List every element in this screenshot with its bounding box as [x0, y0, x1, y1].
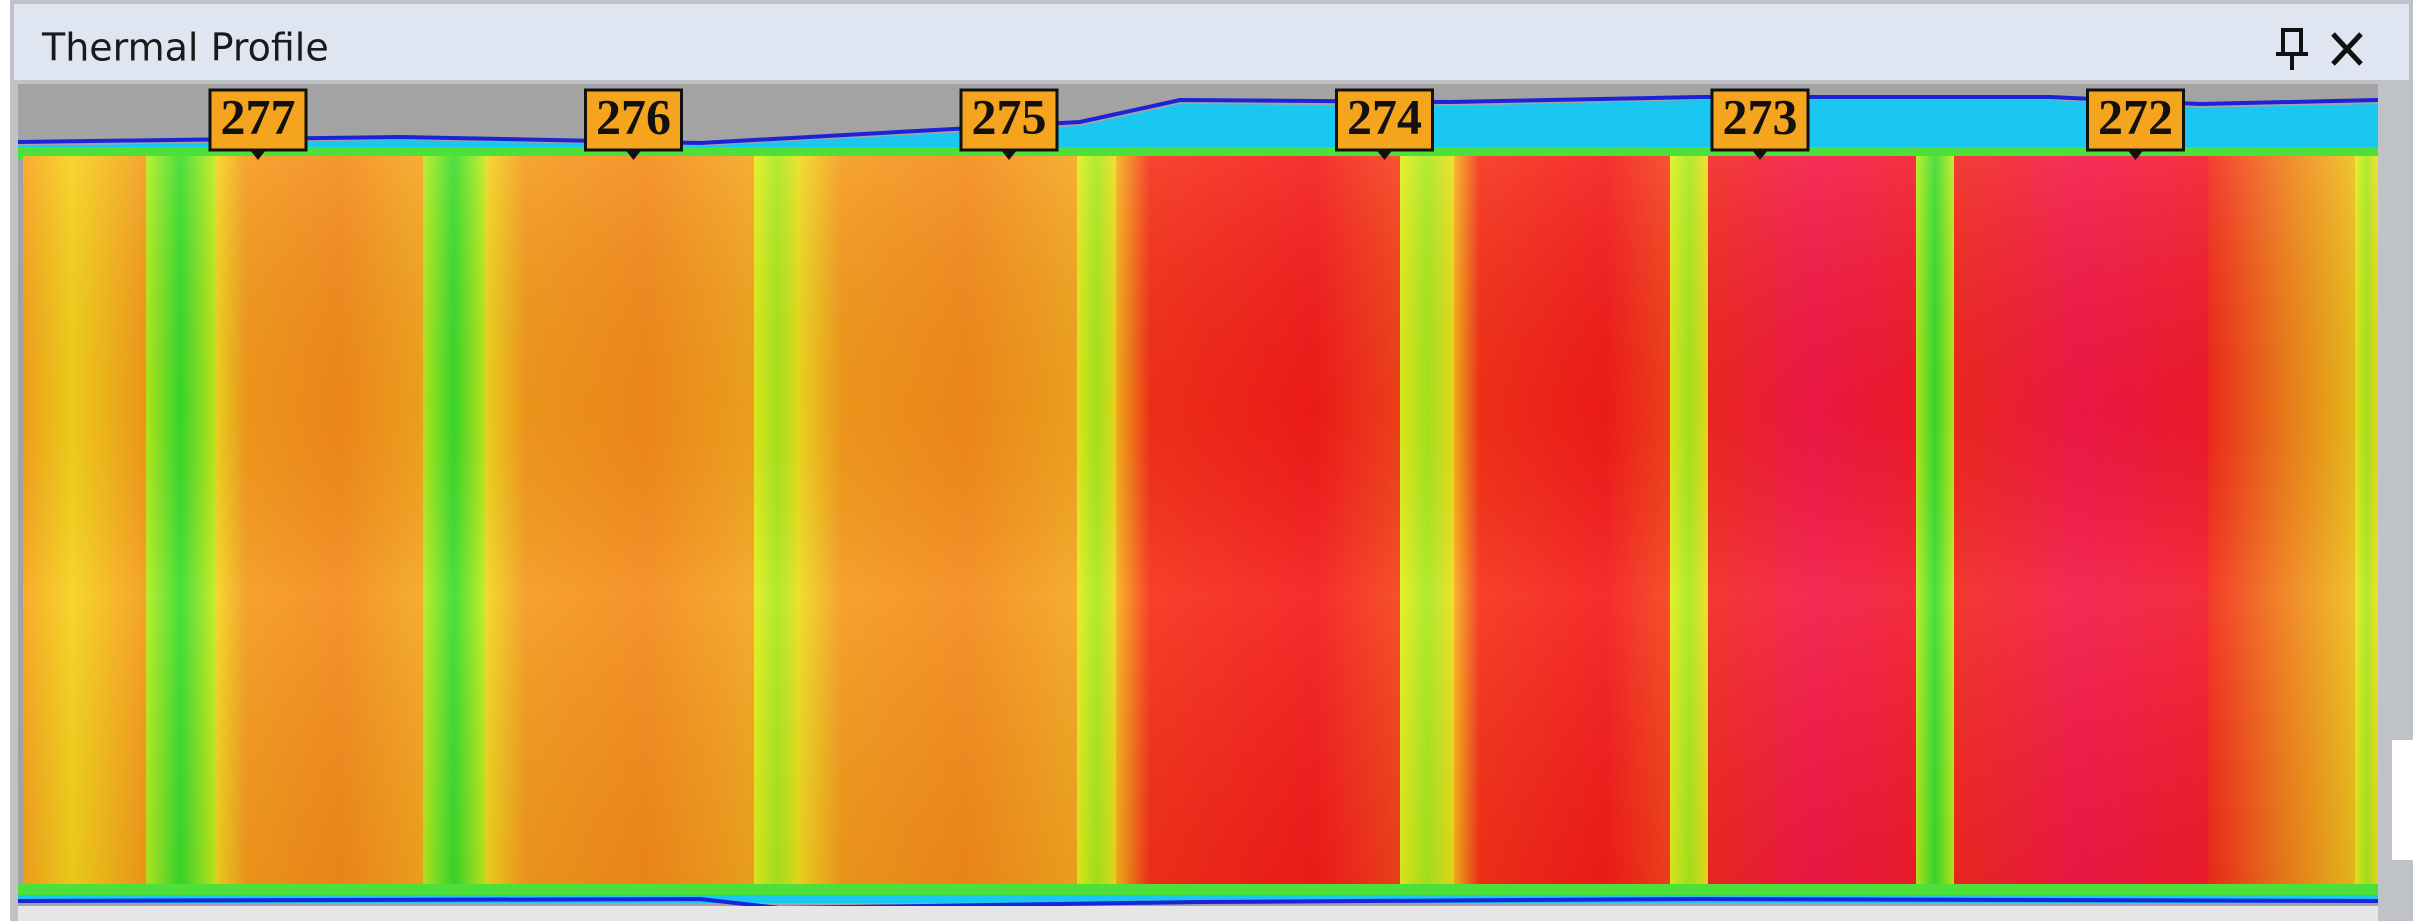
marker: 274	[1337, 88, 1433, 160]
marker-label: 274	[1347, 88, 1422, 144]
marker-label: 277	[221, 88, 296, 144]
title-bar	[14, 4, 2409, 80]
thermal-profile-panel: Thermal Profile 277 276 275 274 273	[0, 0, 2413, 921]
marker-label: 275	[972, 88, 1047, 144]
marker-label: 276	[596, 88, 671, 144]
panel-title: Thermal Profile	[41, 26, 329, 70]
marker: 275	[961, 88, 1057, 160]
marker: 272	[2088, 88, 2184, 160]
marker-label: 272	[2098, 88, 2173, 144]
marker-label: 273	[1723, 88, 1798, 144]
marker: 273	[1712, 88, 1808, 160]
marker: 277	[210, 88, 306, 160]
marker: 276	[586, 88, 682, 160]
page: Thermal Profile 277 276 275 274 273	[0, 0, 2413, 921]
bottom-margin	[18, 906, 2378, 921]
bottom-green-strip	[18, 884, 2378, 896]
thermal-map	[23, 156, 2378, 886]
side-clip	[2392, 740, 2413, 860]
